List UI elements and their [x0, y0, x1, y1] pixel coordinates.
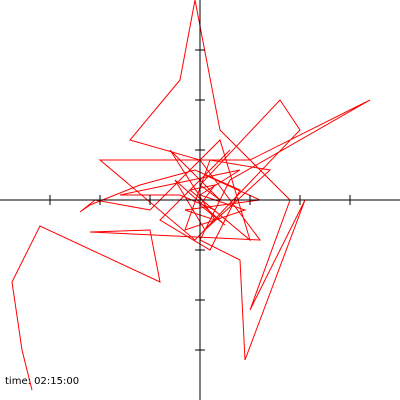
time-label: time: 02:15:00 — [5, 376, 79, 387]
trajectory — [11, 0, 371, 391]
